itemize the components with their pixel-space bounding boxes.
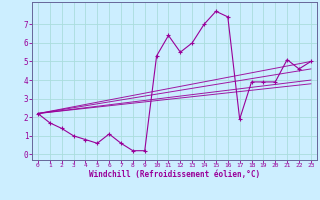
X-axis label: Windchill (Refroidissement éolien,°C): Windchill (Refroidissement éolien,°C): [89, 170, 260, 179]
